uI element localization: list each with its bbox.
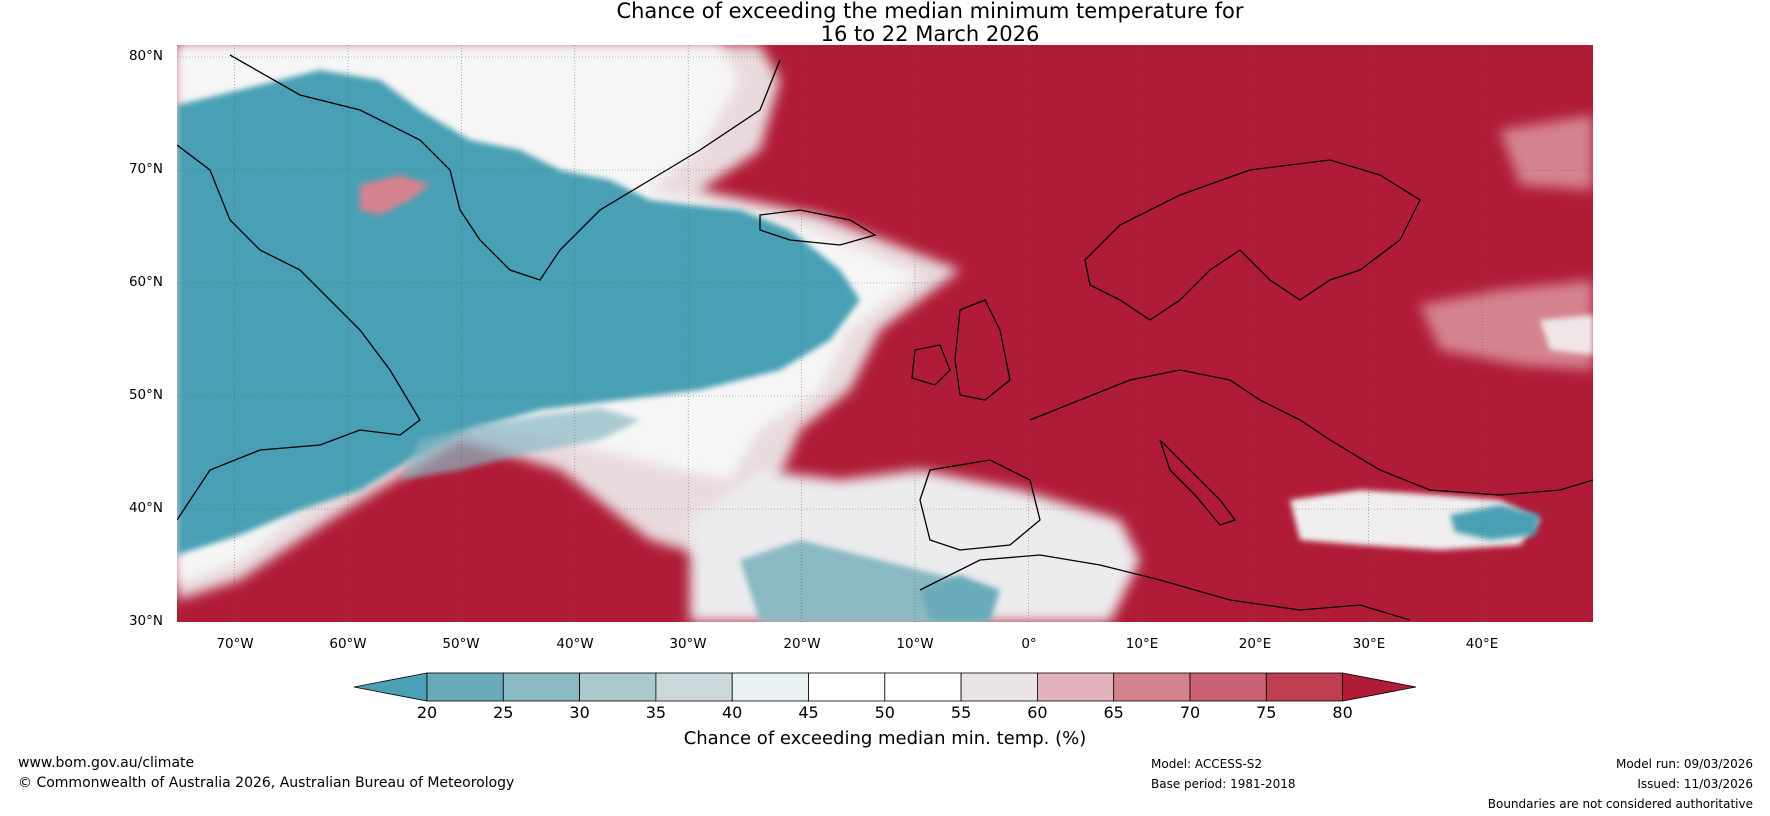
colorbar-segment <box>655 672 733 702</box>
colorbar-segment <box>884 672 962 702</box>
colorbar-segment <box>1037 672 1115 702</box>
lat-label-60n: 60°N <box>128 274 163 290</box>
lat-label-40n: 40°N <box>128 500 163 516</box>
colorbar-segment <box>1189 672 1267 702</box>
footer-model: Model: ACCESS-S2 <box>1151 757 1263 771</box>
colorbar-label: Chance of exceeding median min. temp. (%… <box>683 728 1087 749</box>
footer-boundaries: Boundaries are not considered authoritat… <box>1487 797 1753 811</box>
northeast-pink <box>1500 115 1593 190</box>
caucasus-cool-patch <box>1450 505 1540 540</box>
colorbar-tick-label: 50 <box>874 703 895 722</box>
footer-website: www.bom.gov.au/climate <box>18 755 195 771</box>
lon-label-0: 0° <box>1021 636 1037 652</box>
scandinavia-coast <box>1084 159 1421 321</box>
graticule <box>177 45 1593 622</box>
lat-label-70n: 70°N <box>128 161 163 177</box>
greenland-coast <box>229 54 781 281</box>
colorbar-tick-label: 40 <box>722 703 743 722</box>
colorbar-tick-label: 65 <box>1103 703 1124 722</box>
africa-coast <box>919 554 1411 621</box>
lat-label-50n: 50°N <box>128 387 163 403</box>
colorbar-tick-label: 60 <box>1027 703 1048 722</box>
colorbar-arrow-high <box>1342 672 1417 702</box>
colorbar-tick-label: 70 <box>1179 703 1201 722</box>
iberia-coast <box>919 459 1041 551</box>
colorbar-segment <box>731 672 809 702</box>
morocco-cool-patch <box>920 575 1000 622</box>
lon-label-60w: 60°W <box>329 636 367 652</box>
title-line-2: 16 to 22 March 2026 <box>820 22 1040 46</box>
colorbar-segment <box>808 672 886 702</box>
colorbar-arrow-low <box>353 672 428 702</box>
footer-copyright: © Commonwealth of Australia 2026, Austra… <box>18 775 515 791</box>
lon-label-10e: 10°E <box>1125 636 1159 652</box>
map-title: Chance of exceeding the median minimum t… <box>0 0 1770 46</box>
lon-label-20w: 20°W <box>783 636 821 652</box>
colorbar-segment <box>502 672 580 702</box>
title-line-1: Chance of exceeding the median minimum t… <box>616 0 1244 23</box>
colorbar-tick-label: 35 <box>645 703 667 722</box>
coastlines <box>177 54 1593 621</box>
colorbar-tick-label: 75 <box>1256 703 1277 722</box>
lat-label-80n: 80°N <box>128 48 163 64</box>
greenland-warm-spot <box>360 175 430 215</box>
colorbar-segment <box>1113 672 1191 702</box>
lon-label-70w: 70°W <box>216 636 254 652</box>
cool-mid-band <box>400 408 640 480</box>
map-field <box>177 45 1593 622</box>
ireland-coast <box>911 344 951 386</box>
colorbar-segment <box>960 672 1038 702</box>
britain-coast <box>954 299 1011 401</box>
canada-coast <box>177 144 421 521</box>
lon-label-40w: 40°W <box>556 636 594 652</box>
colorbar <box>353 672 1417 702</box>
colorbar-tick-label: 20 <box>416 703 438 722</box>
lon-label-30w: 30°W <box>669 636 707 652</box>
colorbar-tick-label: 30 <box>569 703 590 722</box>
lon-label-20e: 20°E <box>1238 636 1272 652</box>
colorbar-segment <box>1265 672 1344 702</box>
lon-label-30e: 30°E <box>1352 636 1386 652</box>
italy-coast <box>1159 439 1237 526</box>
colorbar-tick-label: 80 <box>1332 703 1353 722</box>
lon-label-50w: 50°W <box>442 636 480 652</box>
atlantic-cool-patch <box>740 540 980 622</box>
colorbar-segment <box>426 672 504 702</box>
footer-issued: Issued: 11/03/2026 <box>1637 777 1753 791</box>
footer-base-period: Base period: 1981-2018 <box>1151 777 1296 791</box>
colorbar-tick-label: 45 <box>798 703 819 722</box>
iceland-coast <box>759 209 877 246</box>
europe-coast <box>1029 369 1593 496</box>
lon-label-10w: 10°W <box>896 636 934 652</box>
russia-white-patch <box>1540 315 1593 355</box>
footer-model-run: Model run: 09/03/2026 <box>1615 757 1753 771</box>
lon-label-40e: 40°E <box>1465 636 1499 652</box>
colorbar-segment <box>579 672 657 702</box>
colorbar-tick-label: 25 <box>493 703 514 722</box>
lat-label-30n: 30°N <box>128 613 163 629</box>
colorbar-tick-label: 55 <box>950 703 972 722</box>
cool-anomaly-region <box>177 70 860 555</box>
